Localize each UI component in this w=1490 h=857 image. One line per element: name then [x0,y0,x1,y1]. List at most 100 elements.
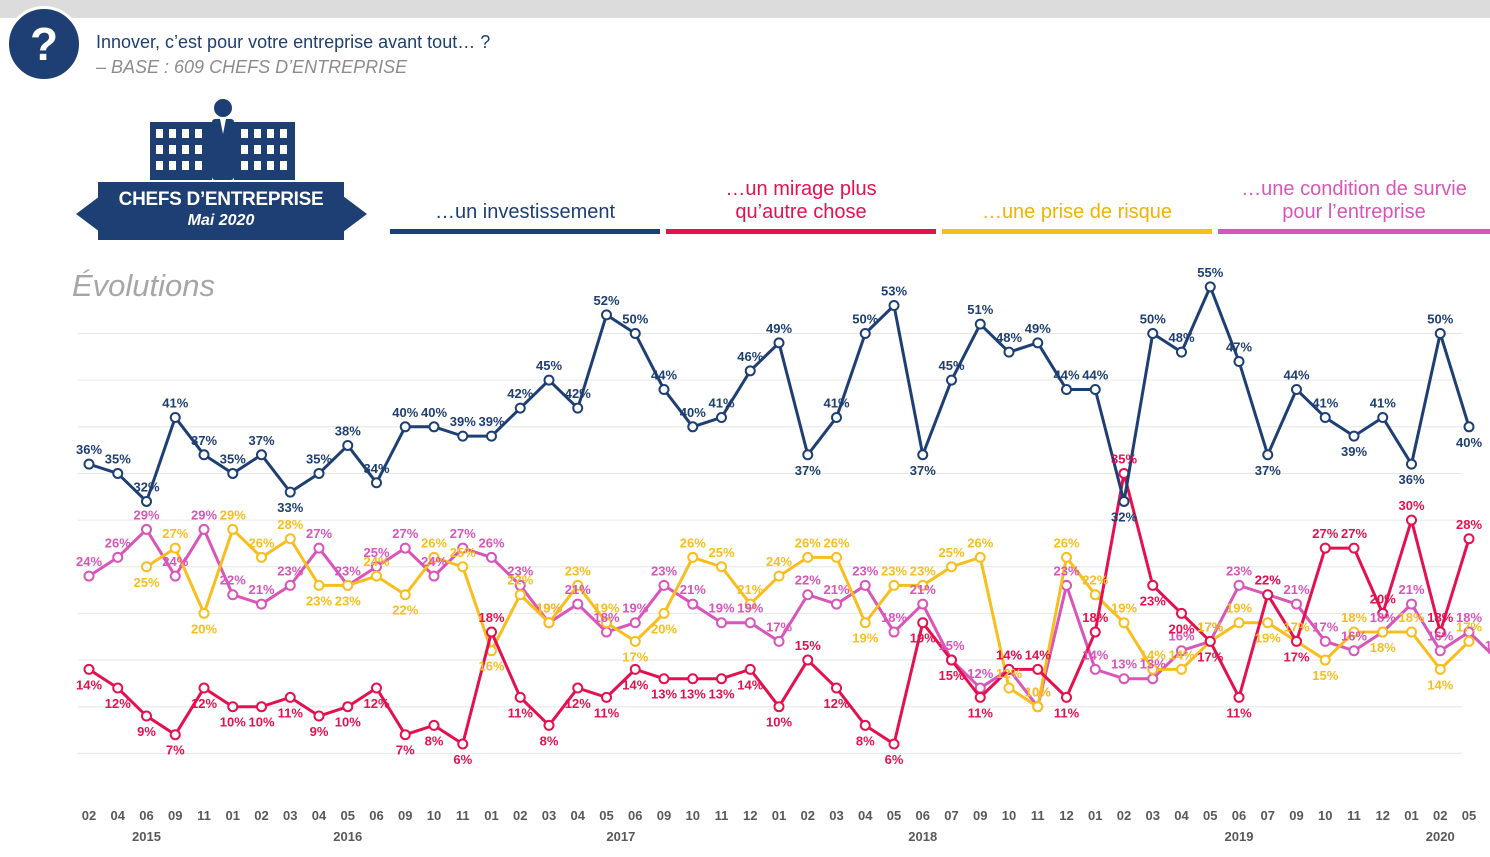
data-point [1118,495,1130,507]
data-label: 11% [508,705,534,720]
data-point [1176,663,1187,675]
data-label: 18% [478,610,504,625]
data-label: 29% [220,507,246,522]
data-point [514,402,526,414]
x-tick-label: 03 [542,808,556,823]
data-label: 17% [1312,619,1338,634]
data-point [1291,635,1302,647]
data-label: 7% [166,743,185,758]
data-point [1319,542,1331,554]
data-point [313,579,325,591]
data-point [141,495,152,507]
legend-label: …un investissement [434,201,616,223]
data-label: 20% [191,621,217,636]
data-label: 18% [1370,610,1396,625]
data-point [1434,328,1446,339]
data-point [888,579,900,591]
x-tick-label: 09 [657,808,671,823]
x-tick-label: 10 [1318,808,1332,823]
data-point [859,617,871,629]
data-point [112,682,124,694]
data-point [486,430,497,442]
data-point [141,561,152,573]
data-label: 52% [593,293,619,308]
data-point [1463,635,1475,647]
data-label: 50% [622,312,648,327]
x-tick-label: 01 [484,808,498,823]
x-year-label: 2017 [606,829,635,844]
data-label: 13% [1111,657,1137,672]
data-label: 8% [540,733,559,748]
data-label: 46% [737,349,763,364]
data-point [802,654,814,666]
data-point [227,467,239,479]
x-tick-label: 05 [1203,808,1217,823]
data-label: 15% [938,638,964,653]
data-label: 45% [938,358,964,373]
data-label: 8% [856,733,875,748]
x-year-label: 2020 [1426,829,1455,844]
data-label: 37% [910,463,936,478]
series-0 [83,281,1475,507]
data-label: 18% [1341,610,1367,625]
data-label: 16% [1427,629,1453,644]
data-point [1348,645,1360,657]
badge-subtitle: Mai 2020 [187,212,255,229]
data-point [572,598,584,610]
top-bar [0,0,1490,18]
data-point [716,411,727,423]
data-label: 14% [1082,647,1108,662]
data-point [773,635,785,647]
data-point [256,551,267,563]
data-label: 17% [1283,649,1309,664]
series-3 [83,523,1490,713]
data-point [888,626,900,638]
data-point [946,374,957,386]
data-label: 25% [363,545,389,560]
data-label: 23% [507,563,533,578]
x-tick-label: 04 [858,808,873,823]
legend-label: …une prise de risque [981,201,1173,223]
data-label: 20% [1168,621,1194,636]
data-point [629,328,641,339]
data-label: 15% [1485,638,1490,653]
data-label: 19% [910,631,936,646]
data-point [1319,411,1331,423]
data-label: 39% [450,414,476,429]
data-point [227,701,239,713]
data-point [399,729,411,741]
data-label: 11% [278,705,304,720]
data-point [198,523,210,535]
data-label: 42% [565,386,591,401]
data-label: 25% [938,545,964,560]
data-point [313,542,325,554]
data-label: 38% [335,423,361,438]
data-label: 14% [1140,647,1166,662]
data-label: 41% [162,395,188,410]
data-label: 20% [651,621,677,636]
data-point [256,598,267,610]
data-label: 21% [565,582,591,597]
x-tick-label: 07 [1261,808,1275,823]
data-label: 13% [651,687,677,702]
data-label: 17% [1197,619,1223,634]
data-point [1147,579,1159,591]
data-point [716,617,727,629]
data-label: 24% [76,554,102,569]
data-point [716,561,727,573]
data-point [1233,691,1245,703]
data-point [371,477,382,489]
legend-swatch [1218,229,1490,234]
data-point [198,682,210,694]
data-label: 51% [967,302,993,317]
data-point [831,411,842,423]
data-point [399,589,411,601]
data-point [773,701,785,713]
data-point [1233,617,1245,629]
data-point [1032,337,1044,349]
data-label: 19% [536,601,562,616]
data-point [83,458,95,470]
x-year-label: 2018 [908,829,937,844]
data-point [1463,421,1475,433]
badge-title: CHEFS D’ENTREPRISE [118,189,324,210]
